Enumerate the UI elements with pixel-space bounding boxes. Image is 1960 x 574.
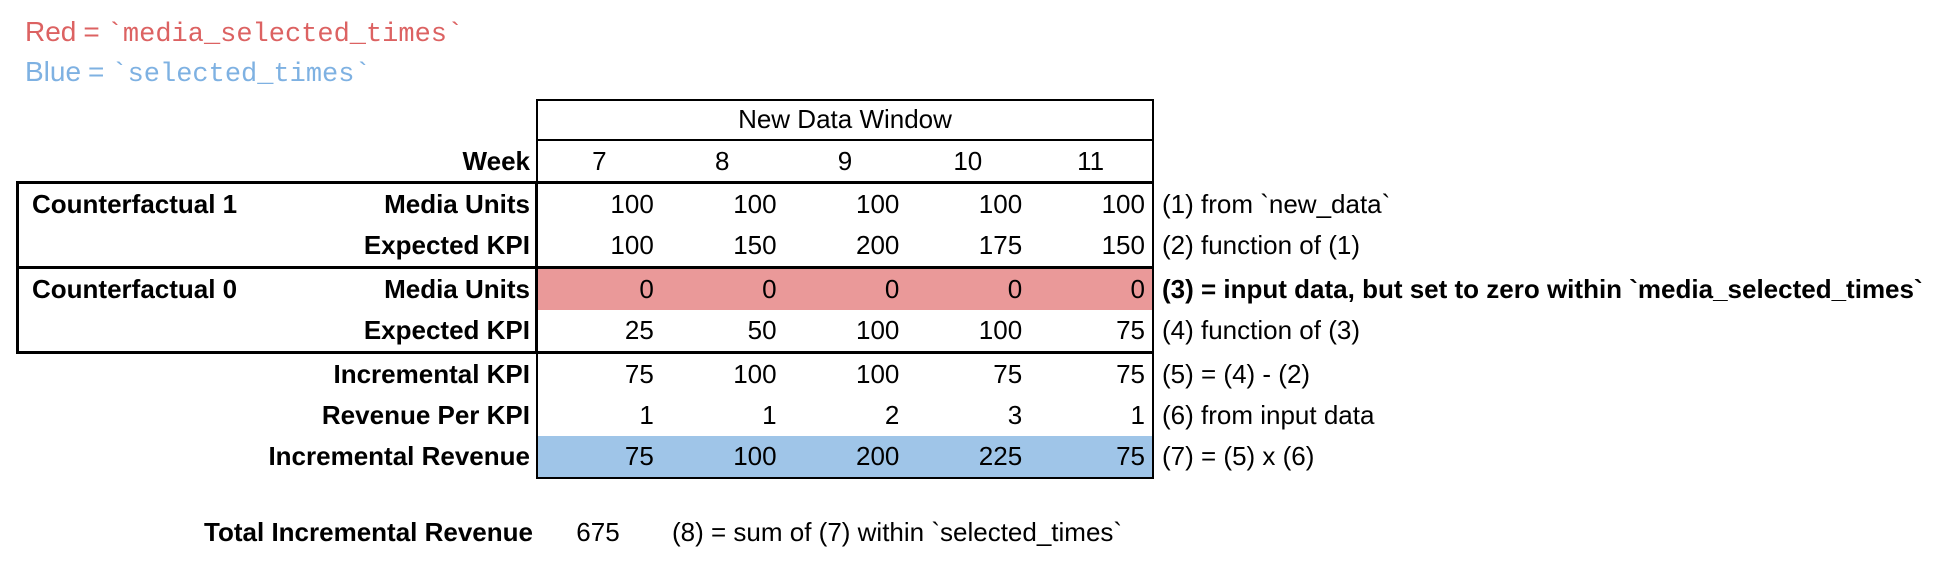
table-cell: 100	[978, 189, 1023, 219]
table-cell: 75	[624, 359, 654, 389]
table-cell: 100	[733, 189, 777, 219]
table-cell: 100	[856, 359, 900, 389]
table-row-media-units-1: 100 100 100 100 100	[538, 184, 1152, 225]
table-cell: 150	[733, 230, 777, 260]
table-cell: 100	[1101, 189, 1145, 219]
table-cell: 1	[639, 400, 654, 430]
row-label-week: Week	[462, 146, 530, 176]
row-label-incremental-kpi: Incremental KPI	[333, 359, 530, 389]
legend-blue-equals: =	[88, 56, 105, 87]
row-label-media-units-1: Media Units	[384, 189, 530, 219]
legend-blue-code: `selected_times`	[111, 60, 371, 90]
table-cell: 175	[978, 230, 1023, 260]
table-cell: 75	[1116, 315, 1145, 345]
table-cell: 50	[747, 315, 777, 345]
row-label-media-units-0: Media Units	[384, 274, 530, 304]
group-label-counterfactual-0: Counterfactual 0	[32, 274, 238, 304]
total-incremental-revenue-label: Total Incremental Revenue	[204, 517, 533, 547]
week-cell: 9	[837, 146, 853, 176]
week-cell: 10	[953, 146, 983, 176]
note-4: (4) function of (3)	[1162, 315, 1360, 345]
legend-blue-label: Blue	[25, 56, 82, 87]
table-cell: 0	[884, 274, 900, 304]
table-row-expected-kpi-0: 25 50 100 100 75	[538, 310, 1152, 351]
table-cell: 100	[856, 315, 900, 345]
table-row-incremental-revenue-highlight-blue: 75 100 200 225 75	[538, 436, 1152, 477]
week-cell: 8	[714, 146, 730, 176]
table-cell: 75	[1116, 441, 1145, 471]
legend: Red = `media_selected_times` Blue = `selecte…	[25, 12, 463, 92]
table-cell: 0	[1130, 274, 1145, 304]
legend-red-code: `media_selected_times`	[106, 20, 464, 50]
table-cell: 2	[884, 400, 900, 430]
table-cell: 3	[1007, 400, 1023, 430]
table-cell: 200	[856, 230, 900, 260]
table-cell: 0	[639, 274, 654, 304]
table-cell: 75	[1116, 359, 1145, 389]
legend-red-line: Red = `media_selected_times`	[25, 12, 463, 52]
note-1: (1) from `new_data`	[1162, 189, 1391, 219]
legend-red-equals: =	[83, 16, 100, 47]
table-cell: 150	[1101, 230, 1145, 260]
row-label-expected-kpi-0: Expected KPI	[363, 315, 530, 345]
table-row-media-units-0-highlight-red: 0 0 0 0 0	[538, 266, 1152, 310]
row-label-incremental-revenue: Incremental Revenue	[268, 441, 530, 471]
note-6: (6) from input data	[1162, 400, 1375, 430]
group-label-counterfactual-1: Counterfactual 1	[32, 189, 238, 219]
legend-blue-line: Blue = `selected_times`	[25, 52, 463, 92]
week-cell: 11	[1077, 146, 1105, 176]
table-cell: 100	[610, 230, 654, 260]
table-row-incremental-kpi: 75 100 100 75 75	[538, 351, 1152, 395]
row-label-expected-kpi-1: Expected KPI	[363, 230, 530, 260]
note-3: (3) = input data, but set to zero within…	[1162, 274, 1923, 304]
row-label-revenue-per-kpi: Revenue Per KPI	[321, 400, 530, 430]
table-cell: 200	[856, 441, 900, 471]
total-incremental-revenue-value: 675	[576, 517, 620, 547]
note-5: (5) = (4) - (2)	[1162, 359, 1311, 389]
table-header-title: New Data Window	[738, 104, 952, 134]
table-row-revenue-per-kpi: 1 1 2 3 1	[538, 395, 1152, 436]
table-cell: 1	[1130, 400, 1145, 430]
table-cell: 25	[624, 315, 654, 345]
table-cell: 75	[993, 359, 1023, 389]
table-cell: 100	[610, 189, 654, 219]
table-cell: 1	[762, 400, 777, 430]
data-table: New Data Window 7 8 9 10 11 100 100 100 …	[536, 99, 1154, 479]
table-cell: 225	[978, 441, 1023, 471]
week-cell: 7	[592, 146, 607, 176]
table-header: New Data Window	[538, 101, 1152, 141]
note-7: (7) = (5) x (6)	[1162, 441, 1315, 471]
table-row-expected-kpi-1: 100 150 200 175 150	[538, 225, 1152, 266]
table-cell: 0	[762, 274, 777, 304]
table-cell: 75	[624, 441, 654, 471]
note-8: (8) = sum of (7) within `selected_times`	[672, 517, 1123, 547]
table-cell: 100	[733, 441, 777, 471]
table-cell: 100	[733, 359, 777, 389]
week-row: 7 8 9 10 11	[538, 141, 1152, 184]
table-cell: 100	[856, 189, 900, 219]
table-cell: 100	[978, 315, 1023, 345]
note-2: (2) function of (1)	[1162, 230, 1360, 260]
table-cell: 0	[1007, 274, 1023, 304]
legend-red-label: Red	[25, 16, 77, 47]
